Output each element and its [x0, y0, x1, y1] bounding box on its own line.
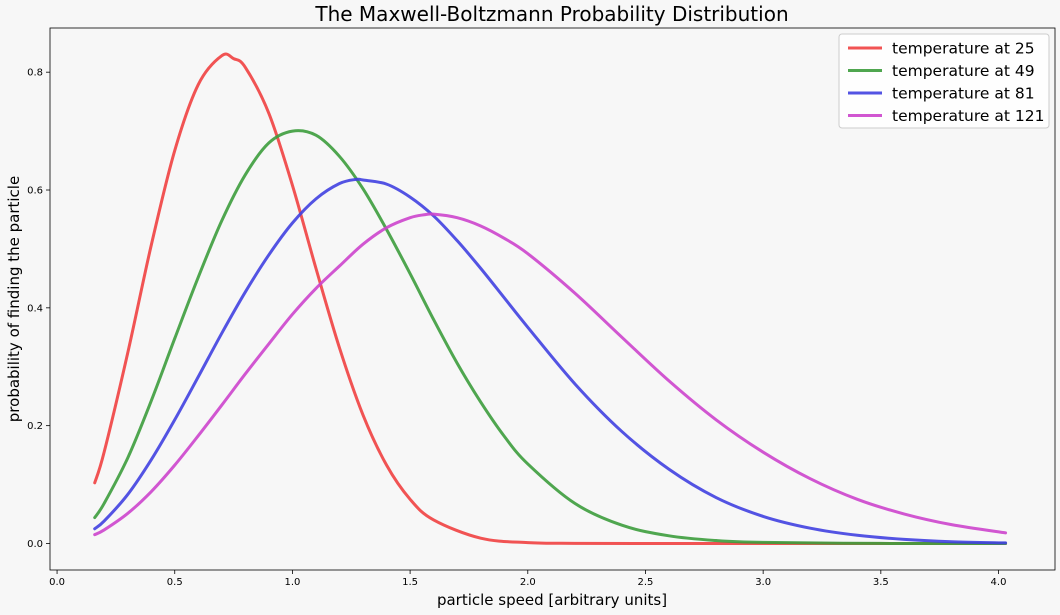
- legend-label: temperature at 121: [892, 107, 1044, 125]
- legend-label: temperature at 81: [892, 85, 1035, 103]
- x-tick-label: 4.0: [991, 577, 1007, 588]
- x-tick-label: 2.0: [520, 577, 536, 588]
- legend-label: temperature at 49: [892, 62, 1035, 80]
- legend-label: temperature at 25: [892, 40, 1035, 58]
- series-line-4: [93, 212, 1008, 537]
- y-axis-ticks: 0.0 0.2 0.4 0.6 0.8: [27, 68, 50, 550]
- x-axis-ticks: 0.0 0.5 1.0 1.5 2.0 2.5 3.0 3.5 4.0: [49, 570, 1006, 588]
- chart-title: The Maxwell-Boltzmann Probability Distri…: [314, 2, 788, 26]
- x-axis-label: particle speed [arbitrary units]: [437, 591, 667, 609]
- y-axis-label: probability of finding the particle: [5, 176, 23, 422]
- x-tick-label: 3.5: [873, 577, 889, 588]
- y-tick-label: 0.6: [27, 186, 43, 197]
- y-tick-label: 0.0: [27, 539, 43, 550]
- series-lines: [93, 52, 1008, 546]
- series-line-2: [93, 129, 1008, 546]
- legend-box: [838, 33, 1050, 129]
- y-tick-label: 0.8: [27, 68, 43, 79]
- series-line-3: [93, 177, 1008, 545]
- x-tick-label: 1.0: [284, 577, 300, 588]
- x-tick-label: 3.0: [755, 577, 771, 588]
- x-tick-label: 0.5: [167, 577, 183, 588]
- legend-items: temperature at 25 temperature at 49 temper…: [848, 40, 1044, 125]
- x-tick-label: 1.5: [402, 577, 418, 588]
- y-tick-label: 0.2: [27, 421, 43, 432]
- y-tick-label: 0.4: [27, 303, 43, 314]
- legend: temperature at 25 temperature at 49 temper…: [838, 33, 1050, 129]
- series-line-1: [93, 52, 1008, 545]
- x-tick-label: 0.0: [49, 577, 65, 588]
- x-tick-label: 2.5: [638, 577, 654, 588]
